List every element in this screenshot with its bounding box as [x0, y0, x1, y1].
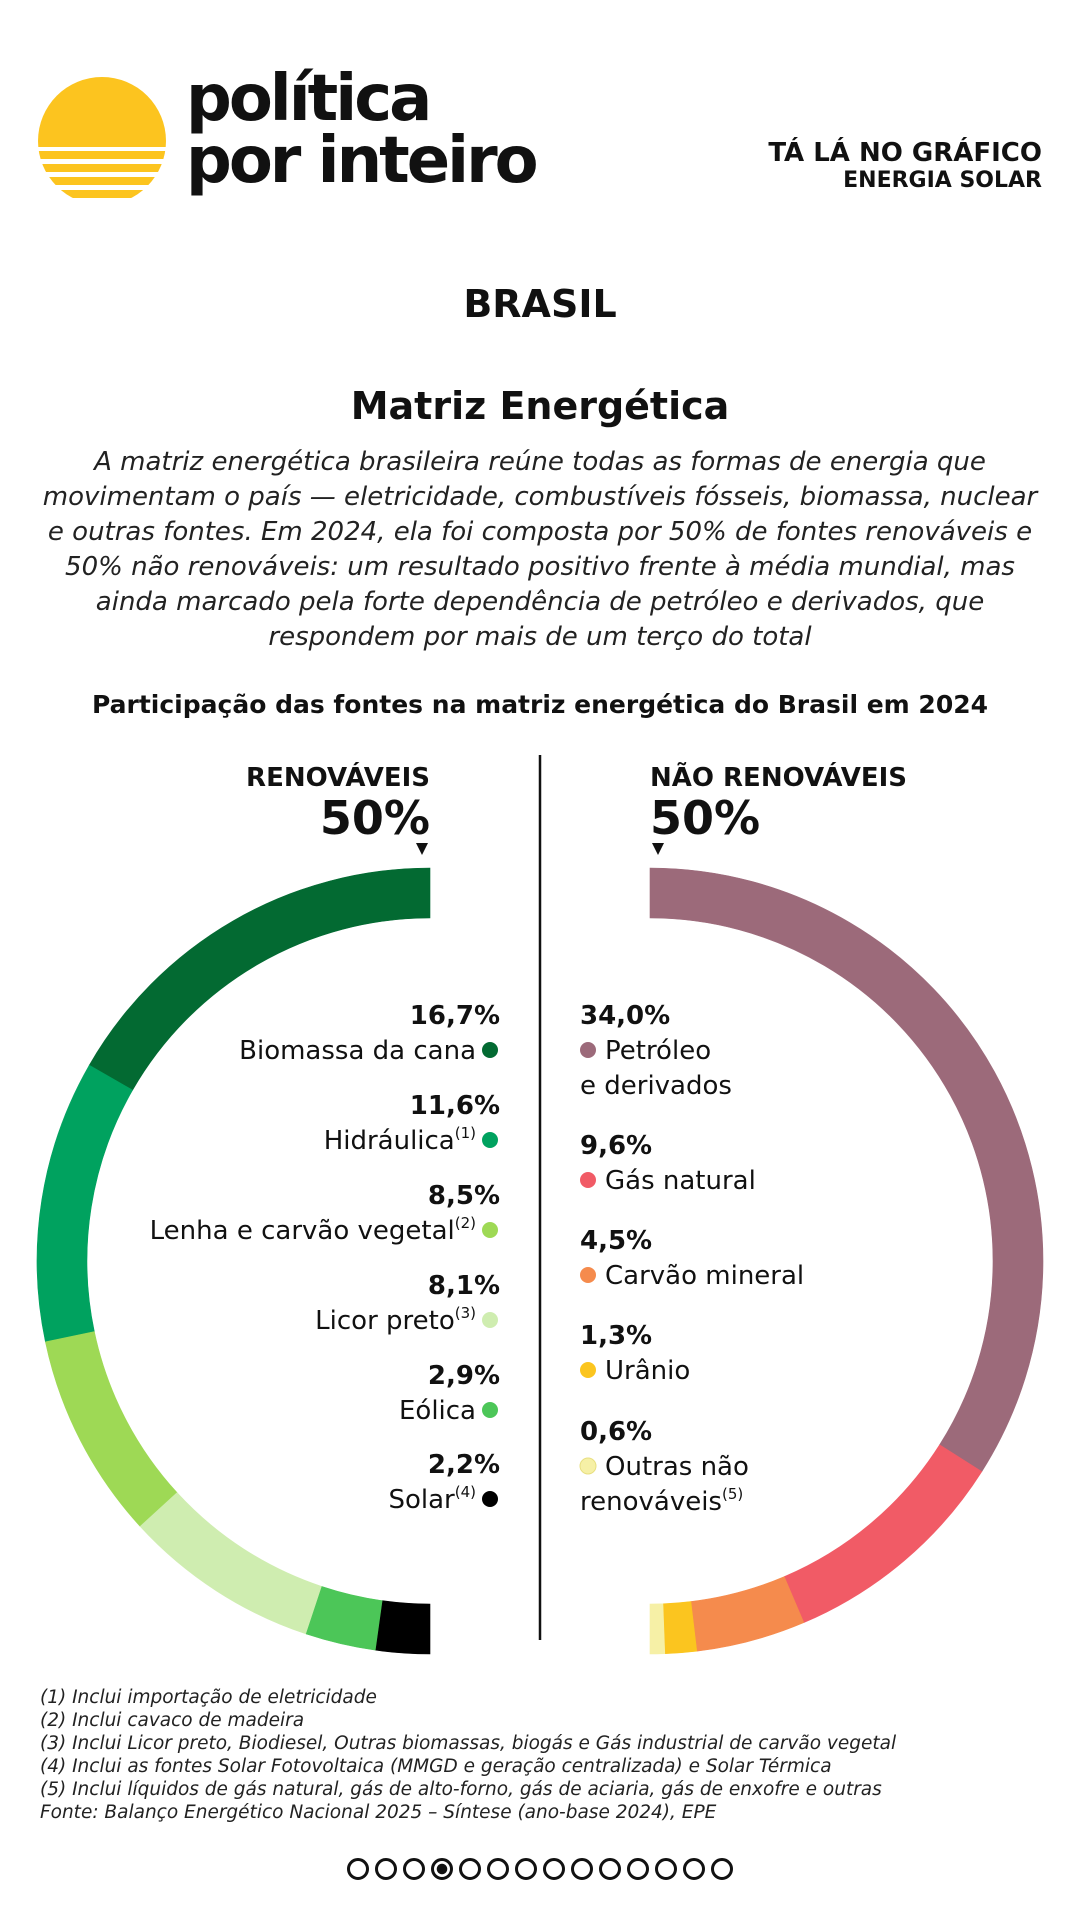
value-label-lenha-e-carvao-vegetal: 8,5%: [428, 1181, 500, 1211]
slice-gas-natural: [783, 1444, 983, 1624]
pager-dot-11[interactable]: [627, 1858, 649, 1880]
description-text: A matriz energética brasileira reúne tod…: [42, 447, 1038, 652]
kicker-line-2: ENERGIA SOLAR: [843, 168, 1042, 193]
slice-licor-preto: [139, 1492, 323, 1635]
kicker-line-1: TÁ LÁ NO GRÁFICO: [768, 138, 1042, 168]
legend-label-eolica: Eólica: [399, 1396, 476, 1426]
legend-dot-hidraulica: [482, 1132, 498, 1148]
slice-solar: [375, 1600, 431, 1655]
slice-outras-nao-renovaveis: [649, 1603, 666, 1655]
footnote-5: (5) Inclui líquidos de gás natural, gás …: [40, 1779, 882, 1800]
pager-dot-4[interactable]: [431, 1858, 453, 1880]
country-heading: BRASIL: [463, 282, 617, 326]
page-title: Matriz Energética: [350, 384, 730, 428]
pager-dot-6[interactable]: [487, 1858, 509, 1880]
pager-dot-1[interactable]: [347, 1858, 369, 1880]
legend-dot-petroleo-e-derivados: [580, 1042, 596, 1058]
legend-dot-solar: [482, 1491, 498, 1507]
source-note: Fonte: Balanço Energético Nacional 2025 …: [40, 1802, 717, 1823]
legend-label-petroleo-e-derivados-line-2: e derivados: [580, 1071, 732, 1101]
legend-label-carvao-mineral-line-1: Carvão mineral: [605, 1261, 804, 1291]
footnote-4: (4) Inclui as fontes Solar Fotovoltaica …: [40, 1756, 832, 1777]
brand-line-1: política: [186, 62, 432, 136]
legend-dot-carvao-mineral: [580, 1267, 596, 1283]
footnote-1: (1) Inclui importação de eletricidade: [40, 1687, 377, 1708]
legend-label-solar: Solar(4): [388, 1483, 476, 1515]
value-label-outras-nao-renovaveis: 0,6%: [580, 1417, 652, 1447]
legend-label-uranio-line-1: Urânio: [605, 1356, 690, 1386]
slice-uranio: [662, 1601, 698, 1655]
pager-dot-3[interactable]: [403, 1858, 425, 1880]
legend-dot-gas-natural: [580, 1172, 596, 1188]
legend-label-petroleo-e-derivados-line-1: Petróleo: [605, 1036, 711, 1066]
value-label-gas-natural: 9,6%: [580, 1131, 652, 1161]
footnote-2: (2) Inclui cavaco de madeira: [40, 1710, 305, 1731]
marker-triangle-non-renewables: [652, 843, 664, 855]
legend-label-outras-nao-renovaveis-line-2: renováveis(5): [580, 1485, 743, 1517]
carousel-pager: [0, 1858, 1080, 1884]
marker-triangle-renewables: [416, 843, 428, 855]
legend-label-hidraulica: Hidráulica(1): [324, 1124, 476, 1156]
legend-dot-biomassa-da-cana: [482, 1042, 498, 1058]
legend-label-biomassa-da-cana: Biomassa da cana: [239, 1036, 476, 1066]
pager-dot-7[interactable]: [515, 1858, 537, 1880]
pager-dot-2[interactable]: [375, 1858, 397, 1880]
legend-label-licor-preto: Licor preto(3): [315, 1304, 476, 1336]
pager-dot-5[interactable]: [459, 1858, 481, 1880]
legend-label-lenha-e-carvao-vegetal: Lenha e carvão vegetal(2): [150, 1214, 476, 1246]
value-label-eolica: 2,9%: [428, 1361, 500, 1391]
legend-label-gas-natural-line-1: Gás natural: [605, 1166, 756, 1196]
slice-hidraulica: [36, 1064, 134, 1343]
group-label-renewables: RENOVÁVEIS: [246, 761, 430, 793]
legend-label-outras-nao-renovaveis-line-1: Outras não: [605, 1452, 749, 1482]
sun-logo-icon: [38, 77, 166, 198]
slice-carvao-mineral: [690, 1576, 805, 1652]
value-label-biomassa-da-cana: 16,7%: [410, 1001, 500, 1031]
group-total-renewables: 50%: [320, 791, 430, 845]
legend-dot-lenha-e-carvao-vegetal: [482, 1222, 498, 1238]
legend-dot-licor-preto: [482, 1312, 498, 1328]
value-label-petroleo-e-derivados: 34,0%: [580, 1001, 670, 1031]
pager-dot-9[interactable]: [571, 1858, 593, 1880]
value-label-uranio: 1,3%: [580, 1321, 652, 1351]
legend-dot-outras-nao-renovaveis: [579, 1457, 597, 1475]
value-label-licor-preto: 8,1%: [428, 1271, 500, 1301]
pager-dot-10[interactable]: [599, 1858, 621, 1880]
slice-lenha-e-carvao-vegetal: [45, 1331, 178, 1527]
pager-dot-13[interactable]: [683, 1858, 705, 1880]
value-label-solar: 2,2%: [428, 1450, 500, 1480]
header: política por inteiro TÁ LÁ NO GRÁFICO EN…: [0, 0, 1080, 230]
value-label-hidraulica: 11,6%: [410, 1091, 500, 1121]
brand-logo-text: política por inteiro: [186, 62, 539, 198]
footnotes: (1) Inclui importação de eletricidade (2…: [40, 1686, 1040, 1824]
slice-petroleo-e-derivados: [649, 867, 1044, 1472]
value-label-carvao-mineral: 4,5%: [580, 1226, 652, 1256]
section-kicker: TÁ LÁ NO GRÁFICO ENERGIA SOLAR: [768, 138, 1042, 194]
legend-dot-uranio: [580, 1362, 596, 1378]
pager-dot-14[interactable]: [711, 1858, 733, 1880]
brand-line-2: por inteiro: [186, 124, 539, 198]
group-total-non-renewables: 50%: [650, 791, 760, 845]
footnote-3: (3) Inclui Licor preto, Biodiesel, Outra…: [40, 1733, 897, 1754]
pager-dot-8[interactable]: [543, 1858, 565, 1880]
legend-dot-eolica: [482, 1402, 498, 1418]
group-label-non-renewables: NÃO RENOVÁVEIS: [650, 761, 907, 793]
pager-dot-12[interactable]: [655, 1858, 677, 1880]
chart-title: Participação das fontes na matriz energé…: [91, 690, 989, 719]
